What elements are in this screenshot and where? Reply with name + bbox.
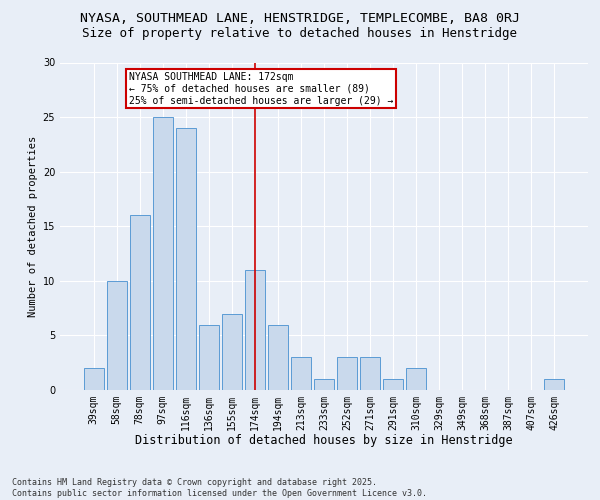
Bar — [544, 379, 564, 390]
Bar — [406, 368, 426, 390]
Y-axis label: Number of detached properties: Number of detached properties — [28, 136, 38, 317]
Text: NYASA, SOUTHMEAD LANE, HENSTRIDGE, TEMPLECOMBE, BA8 0RJ: NYASA, SOUTHMEAD LANE, HENSTRIDGE, TEMPL… — [80, 12, 520, 26]
Bar — [84, 368, 104, 390]
Bar — [245, 270, 265, 390]
Bar — [130, 216, 149, 390]
Text: Size of property relative to detached houses in Henstridge: Size of property relative to detached ho… — [83, 28, 517, 40]
X-axis label: Distribution of detached houses by size in Henstridge: Distribution of detached houses by size … — [135, 434, 513, 448]
Bar — [107, 281, 127, 390]
Bar — [199, 324, 218, 390]
Bar — [291, 357, 311, 390]
Bar — [337, 357, 357, 390]
Bar — [222, 314, 242, 390]
Bar — [176, 128, 196, 390]
Text: Contains HM Land Registry data © Crown copyright and database right 2025.
Contai: Contains HM Land Registry data © Crown c… — [12, 478, 427, 498]
Bar — [360, 357, 380, 390]
Bar — [153, 117, 173, 390]
Bar — [314, 379, 334, 390]
Text: NYASA SOUTHMEAD LANE: 172sqm
← 75% of detached houses are smaller (89)
25% of se: NYASA SOUTHMEAD LANE: 172sqm ← 75% of de… — [128, 72, 393, 106]
Bar — [383, 379, 403, 390]
Bar — [268, 324, 288, 390]
